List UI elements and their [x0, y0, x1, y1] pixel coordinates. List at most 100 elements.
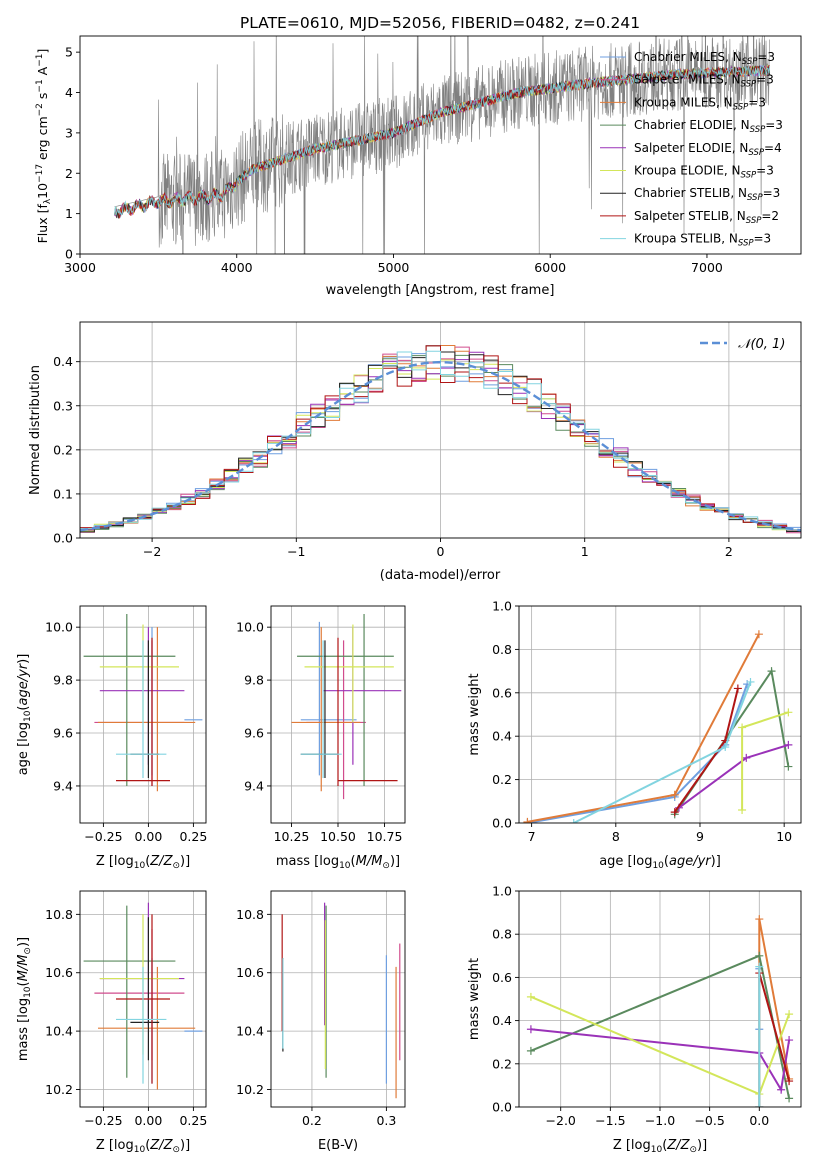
y-tick-label: 10.8	[45, 907, 73, 922]
weight-line	[527, 633, 760, 823]
x-tick-label: 10.50	[320, 829, 356, 844]
y-axis-label: age [log10(age/yr)]	[16, 654, 33, 776]
plot-area	[519, 891, 801, 1107]
y-axis-label: Flux [fλ10−17 erg cm−2 s−1 A−1]	[35, 49, 53, 244]
y-tick-label: 0.2	[492, 772, 512, 787]
plot-area	[80, 891, 206, 1107]
chart-mass-weight-vs-Z: −2.0 −1.5 −1.0 −0.5 0.0 0.0 0.2 0.4 0.6 0.8 1.0 Z […	[467, 884, 802, 1155]
weight-marker	[733, 684, 742, 693]
x-tick-label: −2.0	[546, 1113, 576, 1128]
x-axis-label: wavelength [Angstrom, rest frame]	[326, 283, 555, 298]
x-tick-label: 0	[437, 544, 445, 559]
y-axis-label: mass [log10(M/M⊙)]	[16, 937, 33, 1061]
y-tick-label: 2	[65, 166, 73, 181]
x-tick-label: 10.75	[367, 829, 403, 844]
y-axis-label: mass weight	[467, 673, 482, 755]
x-tick-label: 9	[696, 829, 704, 844]
chart-mass-vs-Z: −0.25 0.00 0.25 10.2 10.4 10.6 10.8 Z [log10(Z/…	[16, 890, 207, 1155]
weight-marker	[785, 1077, 794, 1086]
weight-marker	[721, 743, 730, 752]
x-tick-label: 0.25	[179, 1113, 207, 1128]
weight-marker	[526, 992, 535, 1001]
weight-marker	[755, 915, 764, 924]
legend-label: Salpeter ELODIE, NSSP=4	[634, 141, 782, 158]
x-tick-label: 5000	[378, 260, 410, 275]
y-axis-label: Normed distribution	[28, 365, 43, 495]
legend-label: Chabrier MILES, NSSP=3	[634, 50, 775, 67]
weight-marker	[670, 790, 679, 799]
weight-marker	[755, 962, 764, 971]
y-tick-label: 10.0	[236, 620, 264, 635]
x-tick-label: −1	[287, 544, 305, 559]
legend-label: Salpeter STELIB, NSSP=2	[634, 209, 779, 226]
y-tick-label: 3	[65, 125, 73, 140]
legend-label: Kroupa ELODIE, NSSP=3	[634, 164, 774, 181]
axes-frame	[270, 890, 406, 1108]
weight-marker	[670, 808, 679, 817]
x-tick-label: 0.3	[376, 1113, 396, 1128]
x-tick-label: −1.0	[645, 1113, 675, 1128]
weight-marker	[767, 667, 776, 676]
x-tick-label: 0.25	[179, 829, 207, 844]
axes-frame	[518, 605, 802, 824]
chart-mass-vs-ebv: 0.2 0.3 10.2 10.4 10.6 10.8 E(B-V)	[236, 890, 406, 1153]
legend-label: 𝒩(0, 1)	[738, 337, 785, 352]
y-tick-label: 9.6	[244, 726, 264, 741]
y-tick-label: 1.0	[492, 599, 512, 614]
x-tick-label: −2	[143, 544, 161, 559]
x-tick-label: 7	[528, 829, 536, 844]
x-tick-label: −1.5	[595, 1113, 625, 1128]
y-tick-label: 10.4	[45, 1024, 73, 1039]
weight-line	[758, 972, 791, 1082]
y-tick-label: 0.4	[53, 354, 73, 369]
x-tick-label: 0.2	[302, 1113, 322, 1128]
model-spectrum	[114, 64, 771, 216]
x-tick-label: 3000	[64, 260, 96, 275]
weight-marker	[754, 630, 763, 639]
axes-frame	[79, 35, 802, 255]
y-tick-label: 5	[65, 45, 73, 60]
chart-mass-weight-vs-age: 7 8 9 10 0.0 0.2 0.4 0.6 0.8 1.0 age [log10(age/yr…	[467, 599, 802, 871]
legend-label: Chabrier STELIB, NSSP=3	[634, 186, 780, 203]
x-tick-label: −0.5	[694, 1113, 724, 1128]
weight-marker	[785, 1036, 794, 1045]
weight-marker	[755, 1103, 764, 1107]
x-tick-label: −0.25	[84, 829, 122, 844]
y-tick-label: 0.2	[492, 1056, 512, 1071]
y-tick-label: 0.1	[53, 486, 73, 501]
x-tick-label: 10	[776, 829, 792, 844]
weight-marker	[526, 1025, 535, 1034]
x-tick-label: 2	[725, 544, 733, 559]
weight-line	[673, 688, 739, 813]
y-tick-label: 0.3	[53, 398, 73, 413]
plot-area	[271, 606, 405, 823]
y-tick-label: 0.8	[492, 642, 512, 657]
y-tick-label: 9.4	[53, 778, 73, 793]
y-tick-label: 0	[65, 247, 73, 262]
x-tick-label: 6000	[534, 260, 566, 275]
y-axis-label: mass weight	[467, 958, 482, 1040]
weight-marker	[785, 1094, 794, 1103]
legend-label: Salpeter MILES, NSSP=3	[634, 73, 774, 90]
chart-residuals: −2 −1 0 1 2 0.0 0.1 0.2 0.3 0.4 𝒩(0, 1) (data-model…	[28, 321, 802, 583]
weight-line	[573, 681, 752, 823]
weight-marker	[755, 951, 764, 960]
x-axis-label: Z [log10(Z/Z⊙)]	[96, 1138, 190, 1155]
y-tick-label: 10.6	[45, 965, 73, 980]
y-tick-label: 9.8	[244, 673, 264, 688]
x-axis-label: Z [log10(Z/Z⊙)]	[613, 1138, 707, 1155]
legend-label: Chabrier ELODIE, NSSP=3	[634, 118, 783, 135]
weight-marker	[777, 1085, 786, 1094]
y-tick-label: 0.8	[492, 927, 512, 942]
y-tick-label: 0.6	[492, 685, 512, 700]
y-tick-label: 10.4	[236, 1024, 264, 1039]
weight-marker	[746, 677, 755, 686]
figure-title: PLATE=0610, MJD=52056, FIBERID=0482, z=0…	[240, 14, 640, 32]
x-tick-label: 7000	[691, 260, 723, 275]
y-tick-label: 9.8	[53, 673, 73, 688]
plot-area	[519, 606, 801, 823]
y-tick-label: 10.6	[236, 965, 264, 980]
y-tick-label: 1.0	[492, 884, 512, 899]
y-tick-label: 0.6	[492, 970, 512, 985]
weight-marker	[784, 762, 793, 771]
